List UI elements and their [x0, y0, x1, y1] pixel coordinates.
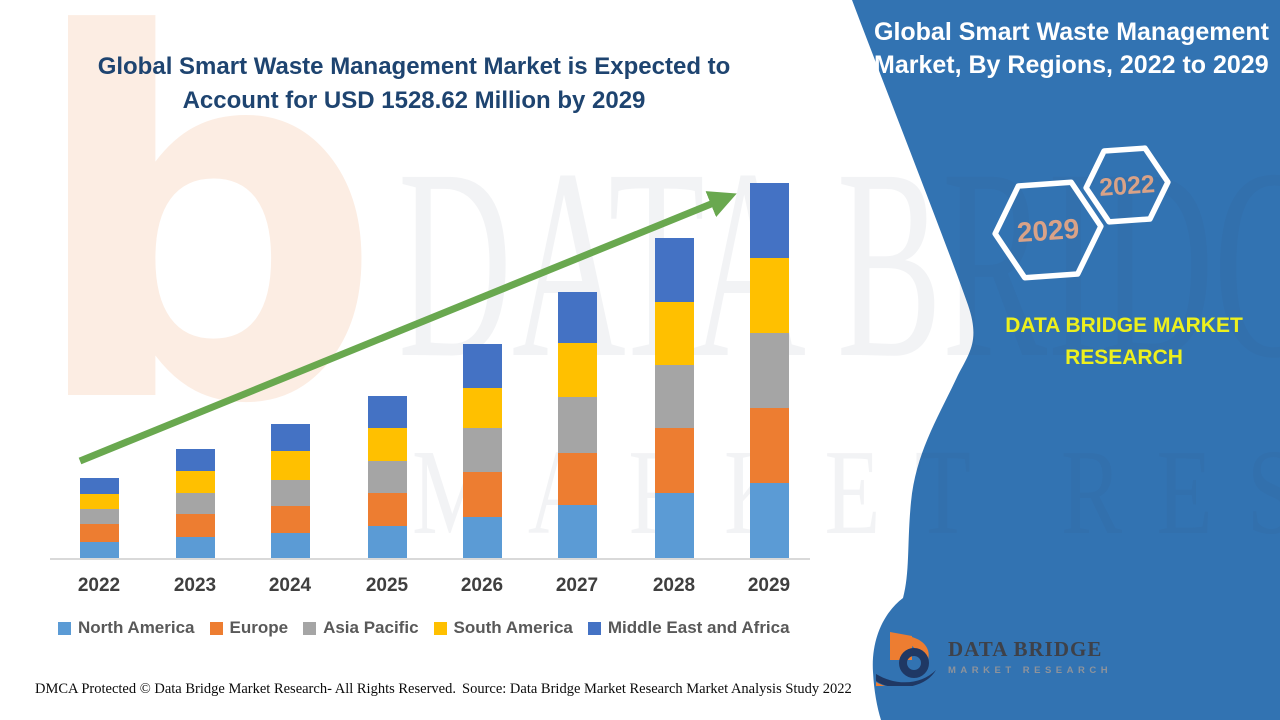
x-axis-label-2024: 2024: [268, 575, 312, 596]
bar-2022: [80, 478, 119, 558]
legend-label-middle-east-and-africa: Middle East and Africa: [607, 618, 790, 637]
x-axis-label-2029: 2029: [747, 575, 791, 596]
bar-2026: [463, 344, 502, 558]
segment-north-america-2028: [655, 493, 694, 558]
legend-item-middle-east-and-africa: Middle East and Africa: [587, 618, 790, 638]
databridge-logo-icon: [876, 632, 936, 686]
legend-label-europe: Europe: [229, 618, 289, 637]
bar-2023: [176, 449, 215, 558]
segment-middle-east-and-africa-2025: [368, 396, 407, 428]
segment-north-america-2029: [750, 483, 789, 558]
segment-south-america-2028: [655, 302, 694, 365]
x-axis-label-2022: 2022: [77, 575, 121, 596]
x-axis-label-2027: 2027: [555, 575, 599, 596]
x-axis-label-2023: 2023: [173, 575, 217, 596]
segment-south-america-2022: [80, 494, 119, 509]
legend-swatch-middle-east-and-africa: [587, 621, 601, 635]
segment-asia-pacific-2028: [655, 365, 694, 428]
segment-north-america-2025: [368, 526, 407, 558]
legend-item-south-america: South America: [433, 618, 573, 638]
logo-text-block: DATA BRIDGE MARKET RESEARCH: [948, 637, 1112, 676]
chart-title: Global Smart Waste Management Market is …: [97, 53, 731, 114]
databridge-logo: DATA BRIDGE MARKET RESEARCH: [874, 626, 1112, 686]
segment-north-america-2024: [271, 533, 310, 558]
segment-north-america-2023: [176, 537, 215, 558]
segment-north-america-2022: [80, 542, 119, 558]
logo-title: DATA BRIDGE: [948, 636, 1103, 661]
segment-south-america-2025: [368, 428, 407, 461]
segment-asia-pacific-2029: [750, 333, 789, 408]
x-axis-label-2026: 2026: [460, 575, 504, 596]
bar-2028: [655, 238, 694, 558]
segment-europe-2025: [368, 493, 407, 526]
blue-swoosh-path: [852, 0, 1280, 720]
segment-middle-east-and-africa-2022: [80, 478, 119, 494]
legend-label-asia-pacific: Asia Pacific: [323, 618, 419, 637]
segment-middle-east-and-africa-2028: [655, 238, 694, 302]
bar-2024: [271, 424, 310, 558]
segment-south-america-2027: [558, 343, 597, 397]
legend-label-south-america: South America: [453, 618, 573, 637]
segment-middle-east-and-africa-2023: [176, 449, 215, 471]
segment-europe-2022: [80, 524, 119, 542]
segment-asia-pacific-2025: [368, 461, 407, 493]
dmca-text: DMCA Protected © Data Bridge Market Rese…: [35, 681, 456, 697]
segment-middle-east-and-africa-2027: [558, 292, 597, 343]
segment-asia-pacific-2022: [80, 509, 119, 524]
x-axis-label-2025: 2025: [365, 575, 409, 596]
legend-label-north-america: North America: [78, 618, 195, 637]
brand-name-text: DATA BRIDGE MARKET RESEARCH: [1005, 314, 1243, 369]
year-hexagons: 2022 2029: [992, 145, 1171, 281]
segment-south-america-2023: [176, 471, 215, 493]
segment-europe-2023: [176, 514, 215, 537]
segment-middle-east-and-africa-2029: [750, 183, 789, 258]
segment-asia-pacific-2023: [176, 493, 215, 514]
stacked-bar-chart: 2022 2023 2024 2025 2026 2027 2028 2029: [50, 170, 810, 596]
legend-swatch-south-america: [433, 621, 447, 635]
hexagon-2029: [992, 179, 1104, 281]
segment-south-america-2024: [271, 451, 310, 480]
segment-asia-pacific-2027: [558, 397, 597, 453]
panel-title: Global Smart Waste Management Market, By…: [874, 18, 1269, 79]
segment-middle-east-and-africa-2024: [271, 424, 310, 451]
legend-swatch-north-america: [58, 621, 71, 635]
segment-north-america-2026: [463, 517, 502, 558]
segment-south-america-2026: [463, 388, 502, 428]
segment-europe-2029: [750, 408, 789, 483]
segment-europe-2026: [463, 472, 502, 517]
source-text: Source: Data Bridge Market Research Mark…: [462, 681, 852, 697]
segment-europe-2027: [558, 453, 597, 505]
bar-2025: [368, 396, 407, 558]
segment-europe-2024: [271, 506, 310, 533]
segment-asia-pacific-2024: [271, 480, 310, 506]
legend-item-north-america: North America: [58, 618, 195, 638]
bar-2029: [750, 183, 789, 558]
legend-swatch-asia-pacific: [303, 621, 317, 635]
legend-item-europe: Europe: [209, 618, 289, 638]
segment-asia-pacific-2026: [463, 428, 502, 472]
chart-legend: North America Europe Asia Pacific South Ame…: [58, 618, 790, 638]
segment-south-america-2029: [750, 258, 789, 333]
x-axis-label-2028: 2028: [652, 575, 696, 596]
legend-item-asia-pacific: Asia Pacific: [303, 618, 419, 638]
logo-subtitle: MARKET RESEARCH: [948, 664, 1113, 676]
bar-2027: [558, 292, 597, 558]
legend-swatch-europe: [209, 621, 223, 635]
segment-europe-2028: [655, 428, 694, 493]
segment-north-america-2027: [558, 505, 597, 558]
hexagon-2029-label: 2029: [1016, 213, 1080, 248]
segment-middle-east-and-africa-2026: [463, 344, 502, 388]
hexagon-2022: [1083, 145, 1171, 225]
hexagon-2022-label: 2022: [1098, 170, 1155, 202]
